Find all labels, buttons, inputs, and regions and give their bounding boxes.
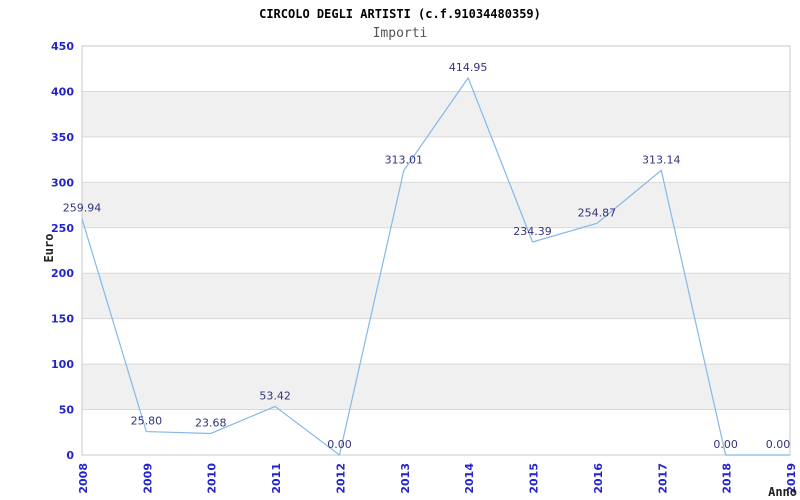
y-axis-tick-label: 300 [51,176,74,189]
y-axis-title: Euro [42,234,56,263]
y-axis-tick-label: 400 [51,85,74,98]
x-axis-title: Anno [768,485,797,499]
data-point-label: 0.00 [713,438,738,451]
x-axis-tick-label: 2012 [334,463,347,494]
y-axis-tick-label: 200 [51,267,74,280]
data-point-label: 23.68 [195,416,227,429]
plot-band [82,364,790,410]
y-axis-tick-label: 150 [51,313,74,326]
data-point-label: 234.39 [513,225,552,238]
x-axis-tick-label: 2014 [463,463,476,494]
plot-band [82,91,790,137]
x-axis-tick-label: 2015 [528,463,541,494]
x-axis-tick-label: 2017 [656,463,669,494]
x-axis-tick-label: 2011 [270,463,283,494]
x-axis-tick-label: 2018 [721,463,734,494]
plot-border [81,45,791,456]
y-axis-tick-label: 350 [51,131,74,144]
data-point-label: 0.00 [766,438,791,451]
data-point-label: 259.94 [63,202,102,215]
x-axis-tick-label: 2009 [141,463,154,494]
x-axis-tick-label: 2013 [399,463,412,494]
plot-band [82,273,790,319]
y-axis-tick-label: 250 [51,222,74,235]
data-point-label: 414.95 [449,61,488,74]
data-point-label: 254.87 [578,206,617,219]
x-axis-tick-label: 2019 [785,463,798,494]
data-point-label: 53.42 [259,389,291,402]
data-point-label: 25.80 [131,415,163,428]
x-axis-tick-label: 2008 [77,463,90,494]
series-line [81,76,790,457]
y-axis-tick-label: 450 [51,40,74,53]
plot-band [82,182,790,228]
y-axis-tick-label: 100 [51,358,74,371]
chart-title: CIRCOLO DEGLI ARTISTI (c.f.91034480359) [259,7,541,21]
x-axis-tick-label: 2010 [206,463,219,494]
x-axis-tick-label: 2016 [592,463,605,494]
data-point-label: 313.14 [642,153,681,166]
data-point-label: 0.00 [327,438,352,451]
y-axis-tick-label: 50 [59,404,75,417]
y-axis-tick-label: 0 [66,449,74,462]
chart-subtitle: Importi [372,26,428,41]
data-point-label: 313.01 [385,154,424,167]
